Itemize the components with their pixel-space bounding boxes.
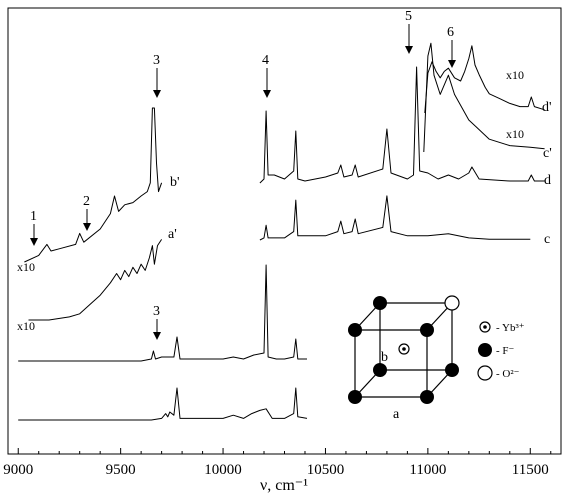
- x-tick-label: 9000: [3, 462, 33, 478]
- cube-back-face: [379, 302, 453, 371]
- fluoride-ion: [420, 390, 434, 404]
- curve-label-a-prime: a': [168, 227, 177, 242]
- crystal-cell-inset: - Yb³⁺ - F⁻ - O²⁻: [348, 295, 525, 404]
- peak-marker-4: 4: [262, 53, 269, 68]
- spectrum-line-a-prime: [28, 239, 163, 321]
- peak-arrowhead-3-lower: [153, 332, 161, 340]
- spectra-series: [18, 42, 545, 421]
- spectrum-line-a: [18, 387, 308, 421]
- curve-labels: a b c d a' b' c' d': [168, 100, 552, 422]
- x-axis-label: ν, cm⁻¹: [260, 477, 308, 494]
- spectrum-line-b: [18, 264, 307, 362]
- peak-arrowhead-2: [83, 223, 91, 231]
- x-tick-label: 10000: [204, 462, 242, 478]
- curve-label-d-prime: d': [542, 100, 552, 115]
- legend-f-symbol: [478, 343, 492, 357]
- scale-label-d-prime: x10: [506, 68, 524, 82]
- scale-label-b-prime: x10: [17, 260, 35, 274]
- peak-marker-6: 6: [447, 25, 454, 40]
- fluoride-ion: [373, 363, 387, 377]
- peak-arrowhead-4: [263, 90, 271, 98]
- oxide-ion: [444, 295, 460, 311]
- peak-arrowhead-1: [30, 238, 38, 246]
- spectrum-line-b-prime: [24, 107, 163, 263]
- peak-arrowhead-3-upper: [153, 90, 161, 98]
- peak-marker-3-lower: 3: [153, 304, 160, 319]
- fluoride-ion: [420, 323, 434, 337]
- x-tick-label: 10500: [307, 462, 345, 478]
- legend-o-symbol: [477, 365, 493, 381]
- x-ticks: 9000 9500 10000 10500 11000 11500: [3, 448, 552, 478]
- peak-markers: 1 2 3 3 4 5 6: [30, 9, 456, 340]
- peak-marker-3-upper: 3: [153, 53, 160, 68]
- spectrum-line-c: [259, 195, 531, 241]
- scale-labels: x10 x10 x10 x10: [17, 68, 524, 333]
- scale-label-a-prime: x10: [17, 319, 35, 333]
- x-tick-label: 11500: [512, 462, 549, 478]
- plot-frame: [7, 7, 562, 455]
- legend-f-label: - F⁻: [496, 345, 515, 357]
- legend-o-label: - O²⁻: [496, 368, 520, 380]
- curve-label-c: c: [544, 232, 550, 247]
- x-tick-label: 11000: [409, 462, 446, 478]
- curve-label-b-prime: b': [170, 175, 180, 190]
- fluoride-ion: [373, 296, 387, 310]
- curve-label-b: b: [381, 350, 388, 365]
- ytterbium-ion-dot: [402, 347, 406, 351]
- peak-marker-1: 1: [30, 209, 37, 224]
- peak-arrowhead-5: [405, 46, 413, 54]
- peak-marker-2: 2: [83, 194, 90, 209]
- cube-front-face: [354, 329, 428, 398]
- fluoride-ion: [445, 363, 459, 377]
- peak-arrowhead-6: [448, 60, 456, 68]
- scale-label-c-prime: x10: [506, 127, 524, 141]
- x-tick-label: 9500: [106, 462, 136, 478]
- spectrum-line-d: [259, 66, 545, 184]
- legend-yb-symbol-dot: [483, 325, 487, 329]
- spectrum-line-d-prime: [424, 45, 545, 114]
- spectrum-line-c-prime: [423, 42, 545, 153]
- fluoride-ion: [348, 323, 362, 337]
- legend-yb-label: - Yb³⁺: [496, 322, 525, 334]
- fluoride-ion: [348, 390, 362, 404]
- curve-label-a: a: [393, 407, 400, 422]
- peak-marker-5: 5: [405, 9, 412, 24]
- curve-label-c-prime: c': [543, 146, 552, 161]
- curve-label-d: d: [544, 173, 551, 188]
